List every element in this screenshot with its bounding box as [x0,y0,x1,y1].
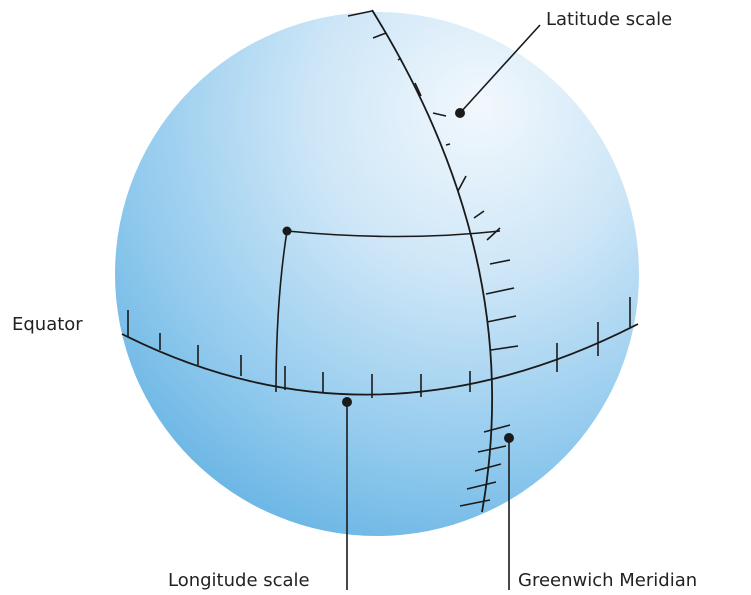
equator-label: Equator [12,314,83,335]
latitude-leader-line [459,24,541,114]
greenwich-marker [504,433,514,443]
longitude-marker [342,397,352,407]
globe-sphere [115,12,639,536]
point-marker [282,226,292,236]
latitude-marker [455,108,465,118]
greenwich-meridian-label: Greenwich Meridian [518,570,698,591]
greenwich-meridian-line [371,9,493,513]
longitude-scale-label: Longitude scale [168,570,310,591]
latitude-scale-label: Latitude scale [546,9,673,30]
latitude-scale-ticks [347,10,519,507]
equator-line [121,323,639,396]
longitude-scale-ticks [127,297,631,398]
